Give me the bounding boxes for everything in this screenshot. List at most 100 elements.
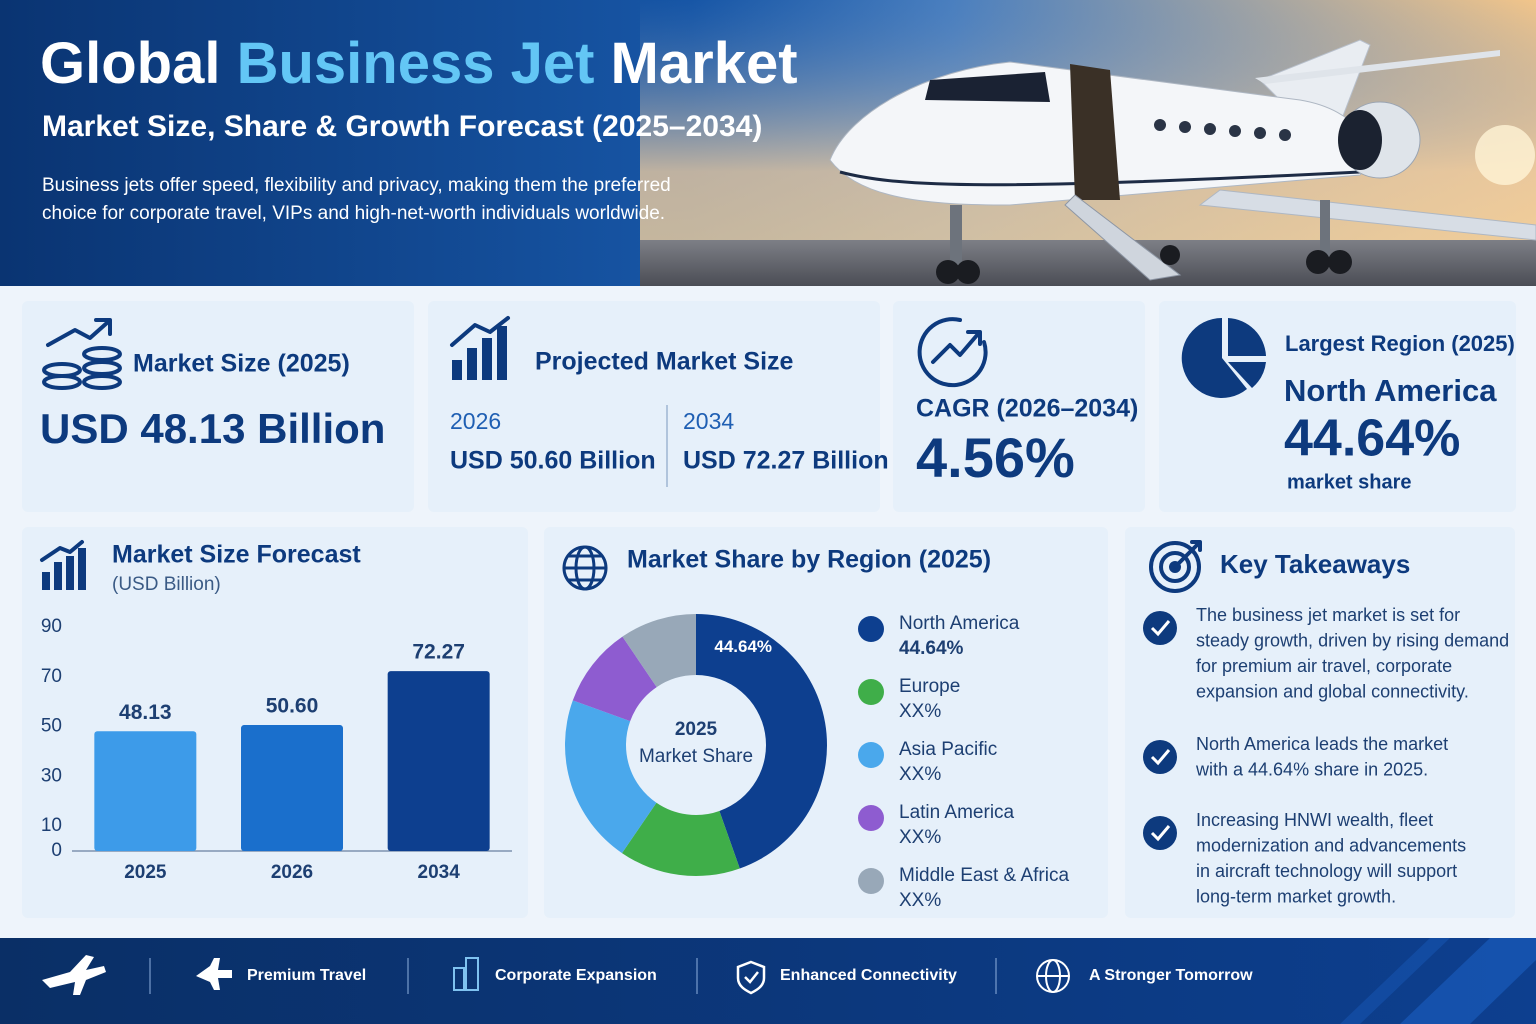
jet-illustration: [1179, 121, 1191, 133]
sun: [1475, 125, 1535, 185]
legend-swatch: [858, 616, 884, 642]
card-value: 44.64%: [1284, 410, 1460, 468]
description: Business jets offer speed, flexibility a…: [42, 175, 671, 196]
legend-swatch: [858, 742, 884, 768]
takeaways: Key Takeaways The business jet market is…: [1125, 527, 1515, 918]
takeaway-text: Increasing HNWI wealth, fleet: [1196, 810, 1433, 830]
pie-icon: [1228, 318, 1266, 356]
coins-icon: [42, 362, 82, 378]
takeaway-text: with a 44.64% share in 2025.: [1195, 759, 1428, 779]
growth-bars-icon: [450, 316, 510, 380]
jet-illustration: [1154, 119, 1166, 131]
growth-bars-icon: [467, 348, 477, 380]
shield-icon: [736, 960, 766, 995]
takeaway-text: expansion and global connectivity.: [1196, 681, 1469, 701]
data-label: 50.60: [266, 695, 319, 718]
takeaway-text: The business jet market is set for: [1196, 605, 1460, 625]
bar-chart: Market Size Forecast (USD Billion) 0 10 30…: [22, 527, 528, 918]
plane-icon: [196, 958, 232, 990]
legend-label: Asia Pacific: [899, 739, 997, 760]
check-mark: [1150, 825, 1171, 842]
description: choice for corporate travel, VIPs and hi…: [42, 203, 665, 224]
check-mark: [1150, 749, 1171, 766]
y-tick-label: 10: [41, 815, 62, 836]
card: [428, 301, 880, 512]
legend-swatch: [858, 805, 884, 831]
legend-swatch: [858, 868, 884, 894]
growth-bars-icon: [482, 338, 492, 380]
cagr-icon: [966, 330, 982, 346]
donut-slice: [622, 614, 696, 688]
jet-illustration: [950, 205, 962, 265]
takeaway-text: modernization and advancements: [1196, 835, 1466, 855]
legend-label: Europe: [899, 676, 960, 697]
legend-label: Middle East & Africa: [899, 865, 1069, 886]
footer-stripe: [1400, 938, 1536, 1024]
plane-icon: [42, 955, 106, 995]
title-part: Market: [611, 31, 798, 96]
jet-illustration: [829, 39, 1536, 284]
jet-illustration: [1338, 110, 1382, 170]
card-value: USD 72.27 Billion: [683, 447, 889, 475]
y-tick-label: 0: [51, 840, 62, 861]
footer-bg: [0, 938, 1536, 1024]
bar: [94, 731, 197, 851]
legend-value: XX%: [899, 701, 941, 722]
takeaway-text: in aircraft technology will support: [1196, 861, 1457, 881]
coins-icon: [82, 346, 122, 362]
coins-icon: [94, 318, 112, 336]
chart-icon: [42, 572, 50, 590]
donut-slice: [564, 700, 657, 854]
jet-illustration: [956, 260, 980, 284]
jet-illustration: [1204, 123, 1216, 135]
chart-subtitle: (USD Billion): [112, 574, 221, 595]
chart-icon: [40, 540, 86, 590]
legend-label: North America: [899, 613, 1020, 634]
donut-slice: [696, 614, 828, 869]
card-title: Market Size (2025): [133, 350, 350, 378]
x-tick-label: 2026: [271, 862, 313, 883]
cagr-icon: [917, 317, 988, 388]
legend-value: XX%: [899, 827, 941, 848]
takeaway-text: steady growth, driven by rising demand: [1196, 630, 1509, 650]
card-title: Largest Region (2025): [1285, 331, 1515, 356]
takeaways-title: Key Takeaways: [1220, 549, 1410, 579]
jet-illustration: [1255, 50, 1500, 84]
globe-icon: [1036, 959, 1070, 993]
footer-label: Enhanced Connectivity: [780, 967, 957, 984]
donut-slice: [621, 802, 740, 877]
title-part: Global: [40, 31, 220, 96]
footer: Premium Travel Corporate Expansion Enhance…: [0, 938, 1536, 1024]
growth-bars-icon: [497, 326, 507, 380]
stat-cards: Market Size (2025) USD 48.13 Billion Pro…: [22, 301, 1516, 512]
target-icon: [1149, 541, 1201, 593]
footer-stripe: [1340, 938, 1450, 1024]
jet-illustration: [1070, 64, 1120, 200]
jet-illustration: [1254, 127, 1266, 139]
globe-icon: [562, 545, 608, 591]
pie-icon: [1228, 362, 1266, 388]
jet-illustration: [925, 72, 1050, 102]
card-region: North America: [1284, 373, 1497, 408]
chart-icon: [66, 556, 74, 590]
header: Global Business Jet Market Market Size, …: [0, 0, 1536, 286]
jet-illustration: [1160, 245, 1180, 265]
pie-icon: [1181, 317, 1247, 398]
card-title: CAGR (2026–2034): [916, 395, 1138, 423]
chart-icon: [40, 540, 84, 562]
building-icon: [453, 967, 465, 991]
cagr-icon: [931, 332, 980, 364]
card: [1125, 527, 1515, 918]
runway: [640, 240, 1536, 286]
footer-label: Corporate Expansion: [495, 967, 657, 984]
target-icon: [1149, 540, 1202, 593]
card-value: USD 48.13 Billion: [40, 405, 385, 452]
jet-illustration: [1279, 129, 1291, 141]
bar: [387, 671, 490, 851]
data-label: 72.27: [412, 641, 465, 664]
title-highlight: Business Jet: [237, 31, 595, 96]
jet-illustration: [1229, 125, 1241, 137]
target-icon: [1174, 540, 1202, 568]
data-label: 48.13: [119, 701, 172, 724]
